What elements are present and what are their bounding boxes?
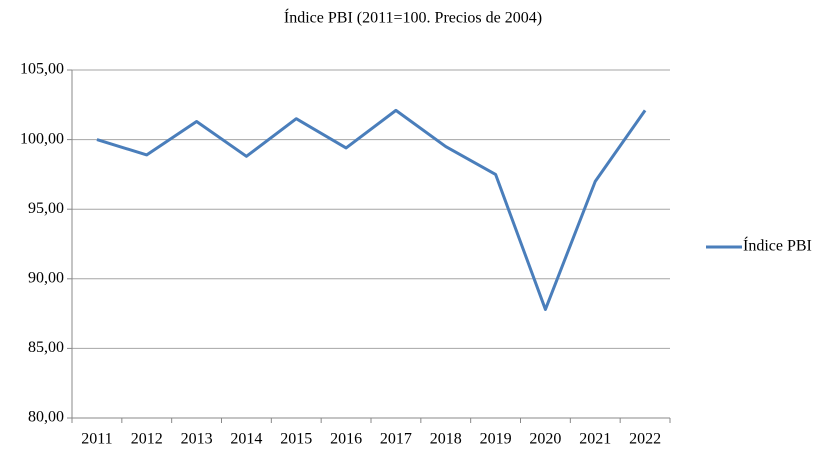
- x-tick-label: 2017: [380, 431, 412, 448]
- legend-label: Índice PBI: [743, 236, 812, 255]
- x-tick-label: 2022: [629, 431, 661, 448]
- x-tick-label: 2016: [330, 431, 362, 448]
- x-tick-label: 2013: [181, 431, 213, 448]
- chart-title: Índice PBI (2011=100. Precios de 2004): [284, 8, 542, 27]
- y-tick-label: 95,00: [28, 200, 64, 217]
- x-tick-label: 2012: [131, 431, 163, 448]
- x-tick-label: 2015: [280, 431, 312, 448]
- y-tick-label: 85,00: [28, 339, 64, 356]
- y-tick-label: 80,00: [28, 409, 64, 426]
- x-tick-label: 2019: [480, 431, 512, 448]
- x-tick-label: 2021: [579, 431, 611, 448]
- x-tick-label: 2011: [81, 431, 112, 448]
- x-tick-label: 2020: [529, 431, 561, 448]
- y-tick-label: 105,00: [20, 61, 64, 78]
- x-tick-label: 2018: [430, 431, 462, 448]
- y-tick-label: 90,00: [28, 269, 64, 286]
- data-line: [96, 108, 647, 311]
- y-tick-label: 100,00: [20, 130, 64, 147]
- x-tick-label: 2014: [230, 431, 262, 448]
